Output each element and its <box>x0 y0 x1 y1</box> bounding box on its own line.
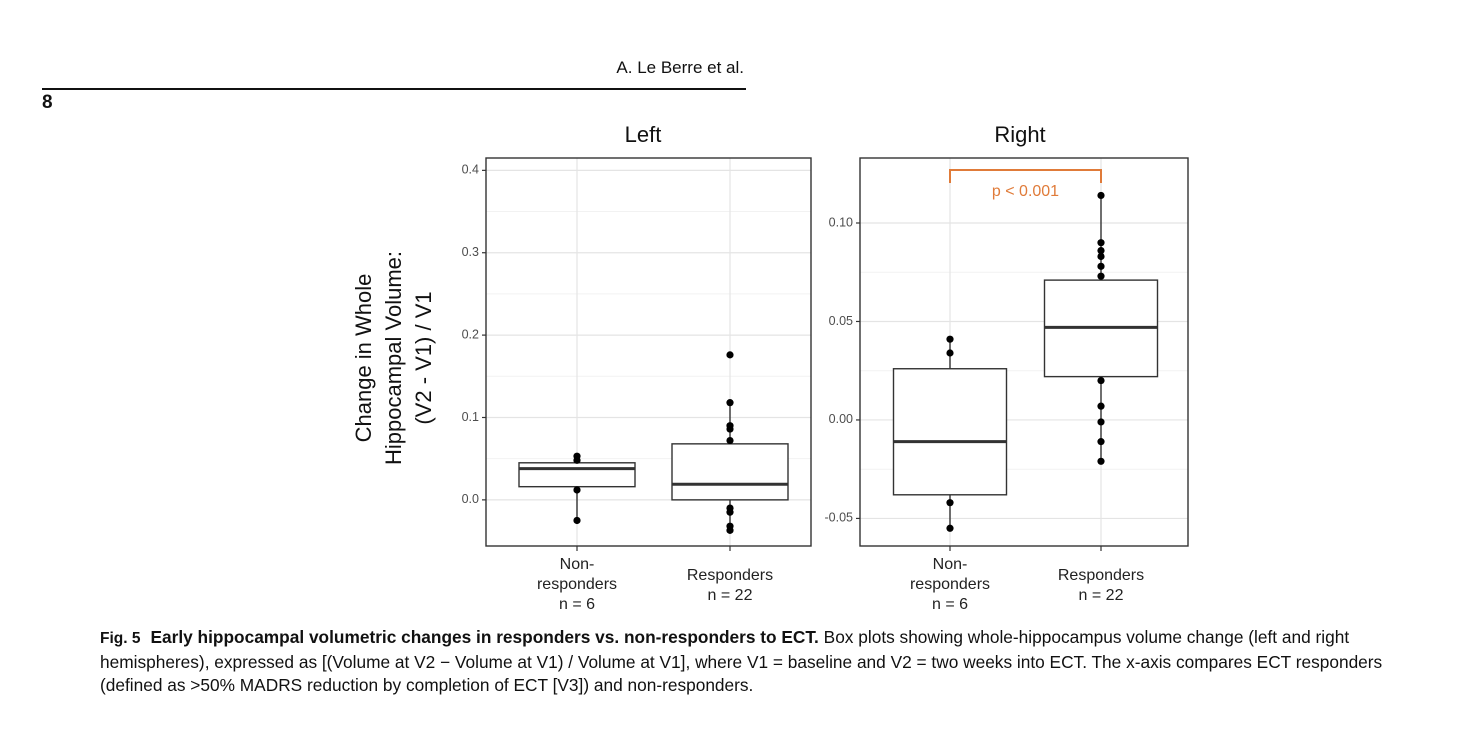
y-tick-label: 0.00 <box>829 412 853 426</box>
data-point <box>726 526 734 534</box>
header-author: A. Le Berre et al. <box>616 58 744 77</box>
panel-left: 0.0 0.1 0.2 0.3 0.4 Left Non-responders n = 6 Re… <box>462 122 812 613</box>
data-point <box>726 351 734 359</box>
data-point <box>946 524 954 532</box>
y-axis-label-line: Hippocampal Volume: <box>381 251 406 465</box>
data-point <box>1097 272 1105 280</box>
y-tick-label: 0.3 <box>462 245 479 259</box>
x-category-label: Responders <box>1058 567 1144 584</box>
data-point <box>1097 239 1105 247</box>
y-tick-label: 0.4 <box>462 163 479 177</box>
y-tick-label: -0.05 <box>825 511 854 525</box>
y-axis-label-line: Change in Whole <box>351 274 376 443</box>
running-header: A. Le Berre et al. <box>42 56 746 90</box>
y-tick-label: 0.1 <box>462 410 479 424</box>
x-category-label: Responders <box>687 567 773 584</box>
x-category-label: n = 6 <box>559 596 595 613</box>
data-point <box>946 335 954 343</box>
data-point <box>946 349 954 357</box>
x-category-label: Non- <box>933 556 968 573</box>
panel-title: Left <box>625 122 662 147</box>
x-category-label: n = 22 <box>708 587 753 604</box>
data-point <box>573 516 581 525</box>
significance-bracket <box>949 169 1102 183</box>
x-category-label: n = 22 <box>1079 587 1124 604</box>
y-tick-label: 0.2 <box>462 327 479 341</box>
figure-boxplots: Change in Whole Hippocampal Volume: (V2 - … <box>351 122 1189 613</box>
box <box>892 368 1008 496</box>
x-category-label: Non- <box>560 556 595 573</box>
data-point <box>1097 246 1105 255</box>
data-point <box>726 508 734 516</box>
data-point <box>1097 438 1105 446</box>
panel-title: Right <box>994 122 1045 147</box>
x-category-label: responders <box>910 576 990 593</box>
data-point <box>726 425 734 433</box>
panel-border <box>859 157 1189 547</box>
data-point <box>1097 418 1105 426</box>
data-point <box>1097 402 1105 410</box>
caption-text: Box plots showing whole-hippocampus volu… <box>100 627 1383 695</box>
data-point <box>946 499 954 507</box>
caption-label: Fig. 5 <box>100 630 141 647</box>
significance-label: p < 0.001 <box>992 183 1059 200</box>
y-axis-label: Change in Whole Hippocampal Volume: (V2 - … <box>351 251 436 465</box>
x-category-label: responders <box>537 576 617 593</box>
data-point <box>573 456 581 464</box>
data-point <box>726 436 734 445</box>
data-point <box>1097 262 1105 270</box>
panel-border <box>485 157 812 547</box>
data-point <box>726 399 734 407</box>
data-point <box>573 486 581 494</box>
y-axis-label-line: (V2 - V1) / V1 <box>411 291 436 424</box>
page-number: 8 <box>42 92 53 113</box>
panel-right: -0.05 0.00 0.05 0.10 Right Non-responders n = … <box>825 122 1189 613</box>
caption-title: Early hippocampal volumetric changes in … <box>150 627 819 647</box>
y-tick-label: 0.05 <box>829 314 853 328</box>
data-point <box>1097 376 1105 385</box>
figure-caption: Fig. 5 Early hippocampal volumetric chang… <box>100 626 1440 698</box>
x-category-label: n = 6 <box>932 596 968 613</box>
data-point <box>1097 191 1105 200</box>
y-tick-label: 0.10 <box>829 215 853 229</box>
y-tick-label: 0.0 <box>462 492 479 506</box>
box <box>518 462 636 488</box>
box <box>671 443 789 501</box>
data-point <box>1097 457 1105 465</box>
data-point <box>1097 252 1105 261</box>
